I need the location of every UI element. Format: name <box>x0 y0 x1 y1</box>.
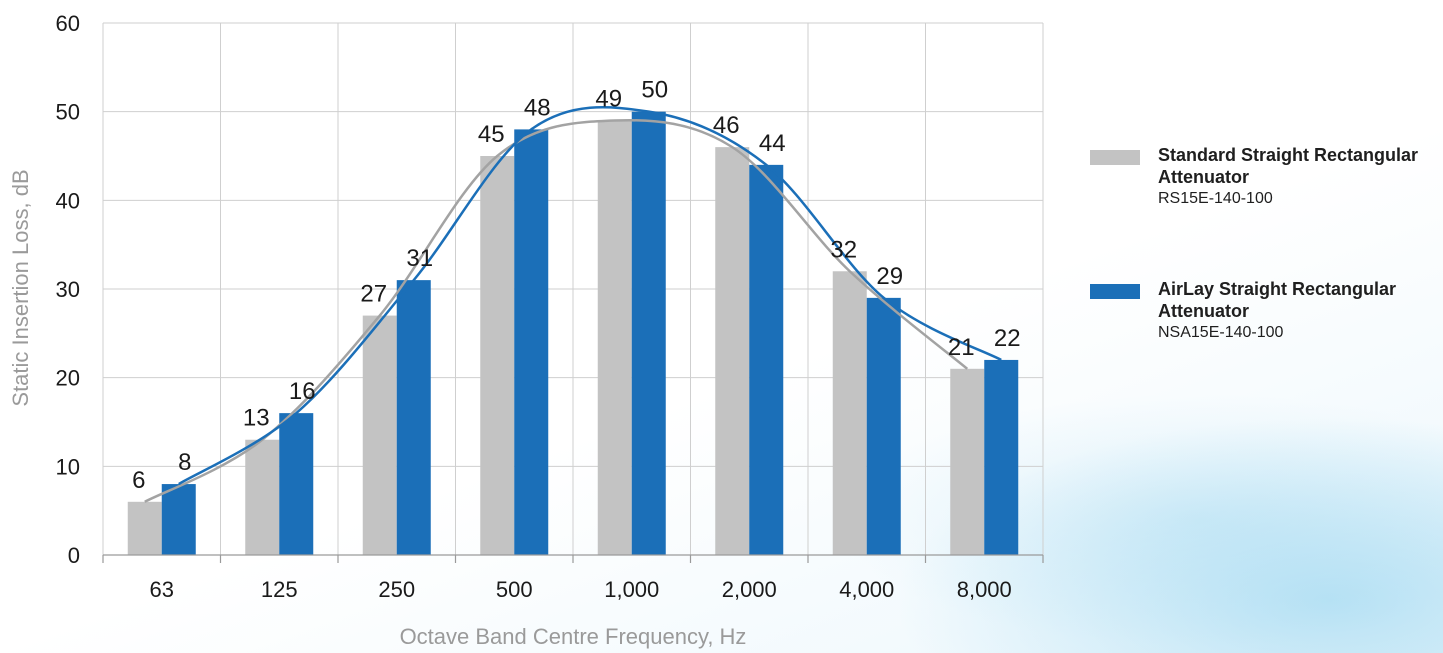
bar-standard <box>950 368 985 555</box>
x-tick-label: 1,000 <box>604 577 659 602</box>
data-label: 50 <box>641 77 668 104</box>
legend-label-standard: Standard Straight Rectangular Attenuator <box>1158 145 1419 187</box>
data-label: 27 <box>360 281 387 308</box>
trend-line-standard <box>144 118 969 503</box>
legend-item-standard: Standard Straight Rectangular Attenuator… <box>1090 140 1430 218</box>
bar-airlay <box>631 111 666 556</box>
legend: Standard Straight Rectangular Attenuator… <box>1090 140 1430 408</box>
data-labels: 6 13 27 45 49 46 32 21 8 16 31 48 50 44 29 22 <box>132 77 1021 494</box>
y-tick-label: 60 <box>56 11 80 36</box>
bar-airlay <box>514 129 549 555</box>
legend-item-airlay: AirLay Straight Rectangular Attenuator N… <box>1090 274 1430 352</box>
y-axis-title: Static Insertion Loss, dB <box>8 169 33 406</box>
x-axis-title: Octave Band Centre Frequency, Hz <box>400 624 747 649</box>
y-tick-label: 40 <box>56 188 80 213</box>
bar-standard <box>832 271 867 555</box>
data-label: 16 <box>289 378 316 405</box>
trend-line-airlay <box>178 106 1002 486</box>
bar-standard <box>480 156 515 555</box>
data-label: 48 <box>524 94 551 121</box>
bar-airlay <box>749 164 784 555</box>
x-tick-label: 125 <box>261 577 298 602</box>
bar-airlay <box>866 297 901 555</box>
data-label: 32 <box>830 236 857 263</box>
bar-standard <box>597 120 632 556</box>
y-tick-label: 0 <box>68 543 80 568</box>
legend-label-airlay: AirLay Straight Rectangular Attenuator <box>1158 279 1397 321</box>
data-label: 49 <box>595 86 622 113</box>
data-label: 21 <box>948 334 975 361</box>
x-tick-label: 500 <box>496 577 533 602</box>
y-tick-label: 50 <box>56 100 80 125</box>
legend-model-standard: RS15E-140-100 <box>1158 190 1273 207</box>
axes: 0 10 20 30 40 50 60 63 125 250 500 1,000 2,000 4,000 8… <box>56 11 1044 602</box>
y-tick-label: 20 <box>56 366 80 391</box>
bar-standard <box>715 147 750 555</box>
legend-swatch-airlay <box>1090 284 1140 299</box>
x-tick-label: 250 <box>378 577 415 602</box>
y-tick-label: 10 <box>56 454 80 479</box>
data-label: 46 <box>713 112 740 139</box>
trend-lines <box>144 106 1002 503</box>
data-label: 6 <box>132 467 145 494</box>
data-label: 31 <box>406 245 433 272</box>
x-tick-label: 8,000 <box>957 577 1012 602</box>
bar-airlay <box>161 484 196 555</box>
y-tick-label: 30 <box>56 277 80 302</box>
bar-standard <box>245 439 280 555</box>
bars <box>127 111 1019 556</box>
legend-model-airlay: NSA15E-140-100 <box>1158 324 1284 341</box>
bar-airlay <box>396 280 431 555</box>
data-label: 45 <box>478 121 505 148</box>
grid-lines <box>102 22 1044 555</box>
bar-standard <box>362 315 397 555</box>
x-tick-label: 4,000 <box>839 577 894 602</box>
x-tick-label: 63 <box>150 577 174 602</box>
data-label: 44 <box>759 130 786 157</box>
data-label: 22 <box>994 325 1021 352</box>
data-label: 13 <box>243 405 270 432</box>
x-tick-label: 2,000 <box>722 577 777 602</box>
bar-airlay <box>984 359 1019 555</box>
data-label: 8 <box>178 449 191 476</box>
legend-swatch-standard <box>1090 150 1140 165</box>
bar-standard <box>127 501 162 555</box>
bar-airlay <box>279 413 314 555</box>
data-label: 29 <box>876 263 903 290</box>
